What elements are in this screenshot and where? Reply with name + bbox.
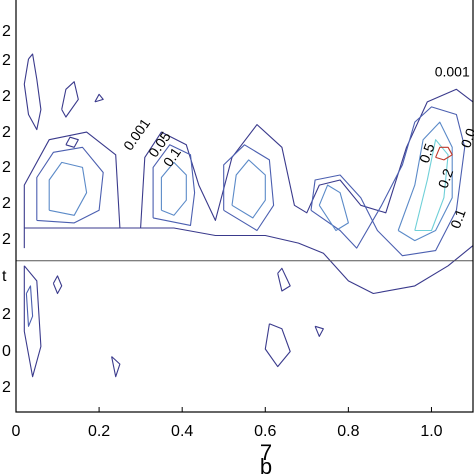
contour-line [223,144,275,232]
x-tick-label: 0 [12,423,21,440]
left-tick-label: 2 [2,88,11,105]
left-tick-label: 2 [2,379,11,396]
left-tick-label: t [2,268,7,285]
contour-line [65,136,79,148]
contour-line [231,159,266,219]
contour-line [435,146,453,161]
left-tick-labels: 2 2 2 2 2 2 2 t 2 0 2 [2,23,11,396]
contour-label: 0.2 [435,166,457,190]
x-axis-label: 7b [260,440,272,474]
contour-line [24,227,474,295]
left-tick-label: 2 [2,124,11,141]
x-axis-label-glyph: 7 [260,440,272,465]
contour-line [94,93,104,103]
contour-line [160,161,187,216]
contour-line [414,139,449,232]
x-tick-label: 1.0 [420,423,442,440]
contour-line [52,275,63,295]
left-tick-label: 0 [2,343,11,360]
contour-line [111,356,121,378]
left-tick-label: 2 [2,306,11,323]
contour-label: 0.0 [457,126,474,150]
left-tick-label: 2 [2,23,11,40]
left-tick-label: 2 [2,159,11,176]
contour-line [23,265,42,378]
x-tick-label: 0.6 [254,423,276,440]
contour-line [318,184,349,232]
contour-label: 0.001 [435,64,470,80]
contour-line [61,81,79,118]
contour-line [310,106,466,257]
contour-label: 0.5 [416,141,438,165]
left-tick-label: 2 [2,195,11,212]
x-tick-label: 0.4 [171,423,193,440]
contour-line [48,161,88,216]
x-tick-label: 0.2 [88,423,110,440]
contour-line [277,267,291,292]
left-tick-label: 2 [2,231,11,248]
left-tick-label: 2 [2,52,11,69]
x-tick-labels: 0 0.2 0.4 0.6 0.8 1.0 [12,407,443,440]
plot-frame [15,0,474,413]
contour-line [314,325,324,337]
contour-label: 0.1 [447,207,469,231]
contour-line [152,144,196,226]
contour-line [36,146,104,224]
contour-line [23,53,42,131]
contour-lines [23,53,474,378]
contour-line [25,285,34,327]
contour-line [397,121,453,242]
x-axis-label-glyph: b [260,454,272,474]
x-tick-label: 0.8 [337,423,359,440]
contour-line [264,323,291,368]
